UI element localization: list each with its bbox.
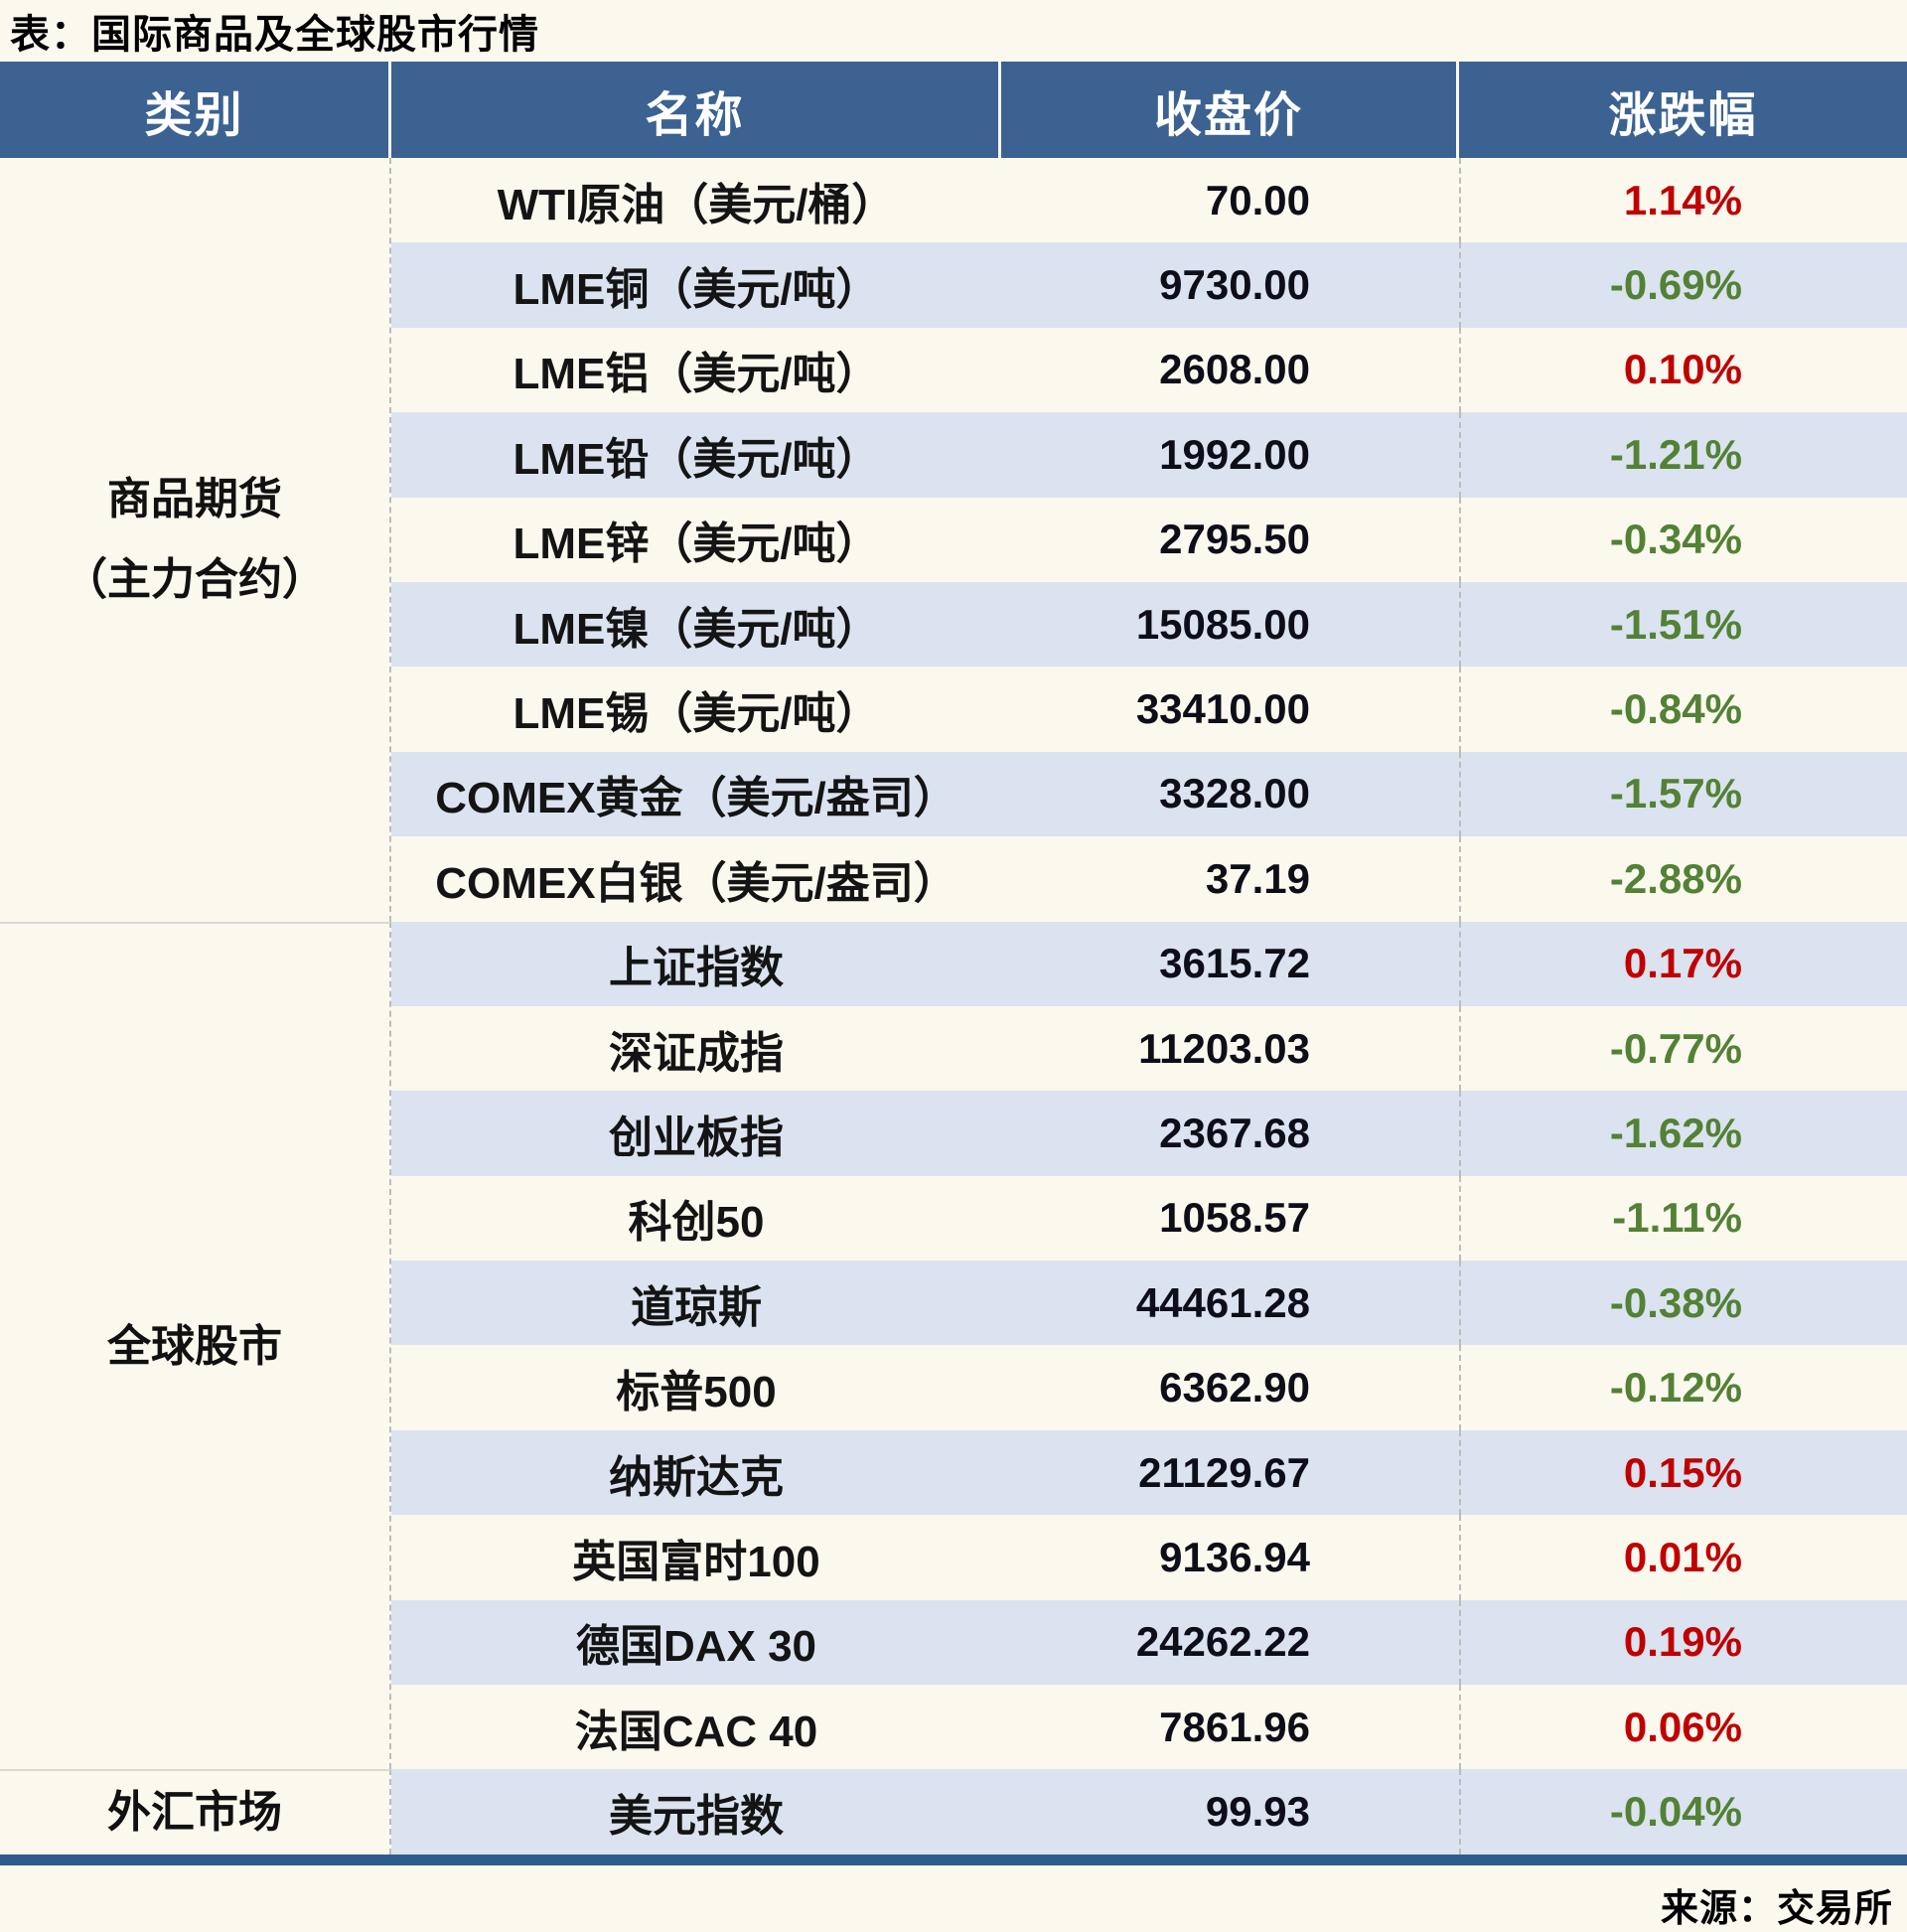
category-label-line: （主力合约） (64, 555, 326, 605)
change-cell: -1.62% (1459, 1091, 1907, 1176)
change-cell: 0.06% (1459, 1685, 1907, 1770)
close-cell: 7861.96 (1159, 1703, 1310, 1750)
change-cell: 0.10% (1459, 327, 1907, 413)
close-cell: 24262.22 (1001, 1599, 1459, 1686)
name-cell: LME铅（美元/吨） (391, 412, 1001, 498)
close-cell: 6362.90 (1159, 1364, 1310, 1412)
name-cell: 英国富时100 (572, 1537, 820, 1586)
change-cell: -0.69% (1459, 242, 1907, 328)
market-table: 类别 名称 收盘价 涨跌幅商品期货 （主力合约） 全球股市外汇市场 WTI原油（美元/桶） 7… (0, 62, 1907, 1855)
close-cell: 2795.50 (1159, 516, 1310, 563)
close-cell: 3615.72 (1001, 921, 1459, 1006)
column-header-4: 涨跌幅 (1459, 62, 1907, 158)
close-cell: 21129.67 (1001, 1429, 1459, 1516)
category-label-line: 商品期货 (107, 474, 282, 523)
close-cell: 2608.00 (1159, 346, 1310, 393)
category-cell: 外汇市场 (0, 1769, 391, 1855)
change-cell: -1.51% (1459, 581, 1907, 668)
change-cell: 0.15% (1459, 1429, 1907, 1516)
close-cell: 33410.00 (1135, 685, 1310, 733)
close-cell: 44461.28 (1001, 1261, 1459, 1346)
change-cell: -2.88% (1459, 836, 1907, 922)
close-cell: 3328.00 (1001, 751, 1459, 837)
name-cell: 上证指数 (391, 921, 1001, 1006)
change-cell: 0.01% (1459, 1515, 1907, 1600)
column-header-2: 名称 (391, 62, 1001, 158)
column-header-3: 收盘价 (1001, 62, 1459, 158)
change-cell: -1.21% (1459, 412, 1907, 498)
close-cell: 70.00 (1205, 176, 1310, 223)
name-cell: LME锌（美元/吨） (513, 520, 880, 569)
change-cell: -0.38% (1459, 1261, 1907, 1346)
change-cell: -0.04% (1459, 1769, 1907, 1855)
close-cell: 9730.00 (1001, 242, 1459, 328)
name-cell: 纳斯达克 (391, 1429, 1001, 1516)
close-cell: 11203.03 (1138, 1024, 1310, 1072)
name-cell: LME镍（美元/吨） (391, 581, 1001, 668)
name-cell: 标普500 (616, 1368, 777, 1417)
name-cell: WTI原油（美元/桶） (497, 180, 896, 229)
change-cell: -1.57% (1459, 751, 1907, 837)
change-cell: -1.11% (1459, 1175, 1907, 1262)
change-cell: -0.77% (1459, 1005, 1907, 1092)
close-cell: 99.93 (1001, 1769, 1459, 1855)
close-cell: 1058.57 (1159, 1194, 1310, 1242)
name-cell: LME锡（美元/吨） (513, 689, 880, 739)
name-cell: 德国DAX 30 (391, 1599, 1001, 1686)
close-cell: 2367.68 (1001, 1091, 1459, 1176)
name-cell: LME铝（美元/吨） (513, 350, 880, 399)
change-cell: 0.17% (1459, 921, 1907, 1006)
close-cell: 37.19 (1205, 854, 1310, 902)
name-cell: COMEX黄金（美元/盎司） (391, 751, 1001, 837)
table-bottom-border (0, 1854, 1907, 1865)
change-cell: 1.14% (1459, 158, 1907, 243)
change-cell: 0.19% (1459, 1599, 1907, 1686)
close-cell: 1992.00 (1001, 412, 1459, 498)
category-label-line: 全球股市 (107, 1321, 282, 1371)
name-cell: 创业板指 (391, 1091, 1001, 1176)
name-cell: COMEX白银（美元/盎司） (435, 858, 957, 908)
name-cell: 道琼斯 (391, 1261, 1001, 1346)
name-cell: 深证成指 (609, 1028, 784, 1078)
column-header-1: 类别 (0, 62, 391, 158)
name-cell: 法国CAC 40 (574, 1707, 818, 1756)
change-cell: -0.34% (1459, 497, 1907, 582)
name-cell: 科创50 (628, 1198, 765, 1248)
table-title: 表：国际商品及全球股市行情 (10, 13, 539, 57)
name-cell: 美元指数 (391, 1769, 1001, 1855)
change-cell: -0.84% (1459, 667, 1907, 752)
source-note: 来源：交易所 (1660, 1887, 1893, 1930)
close-cell: 9136.94 (1159, 1533, 1310, 1580)
change-cell: -0.12% (1459, 1345, 1907, 1430)
close-cell: 15085.00 (1001, 581, 1459, 668)
category-label-line: 外汇市场 (107, 1788, 282, 1838)
category-cell: 全球股市 (0, 921, 391, 1770)
name-cell: LME铜（美元/吨） (391, 242, 1001, 328)
category-cell: 商品期货 （主力合约） (0, 158, 391, 922)
